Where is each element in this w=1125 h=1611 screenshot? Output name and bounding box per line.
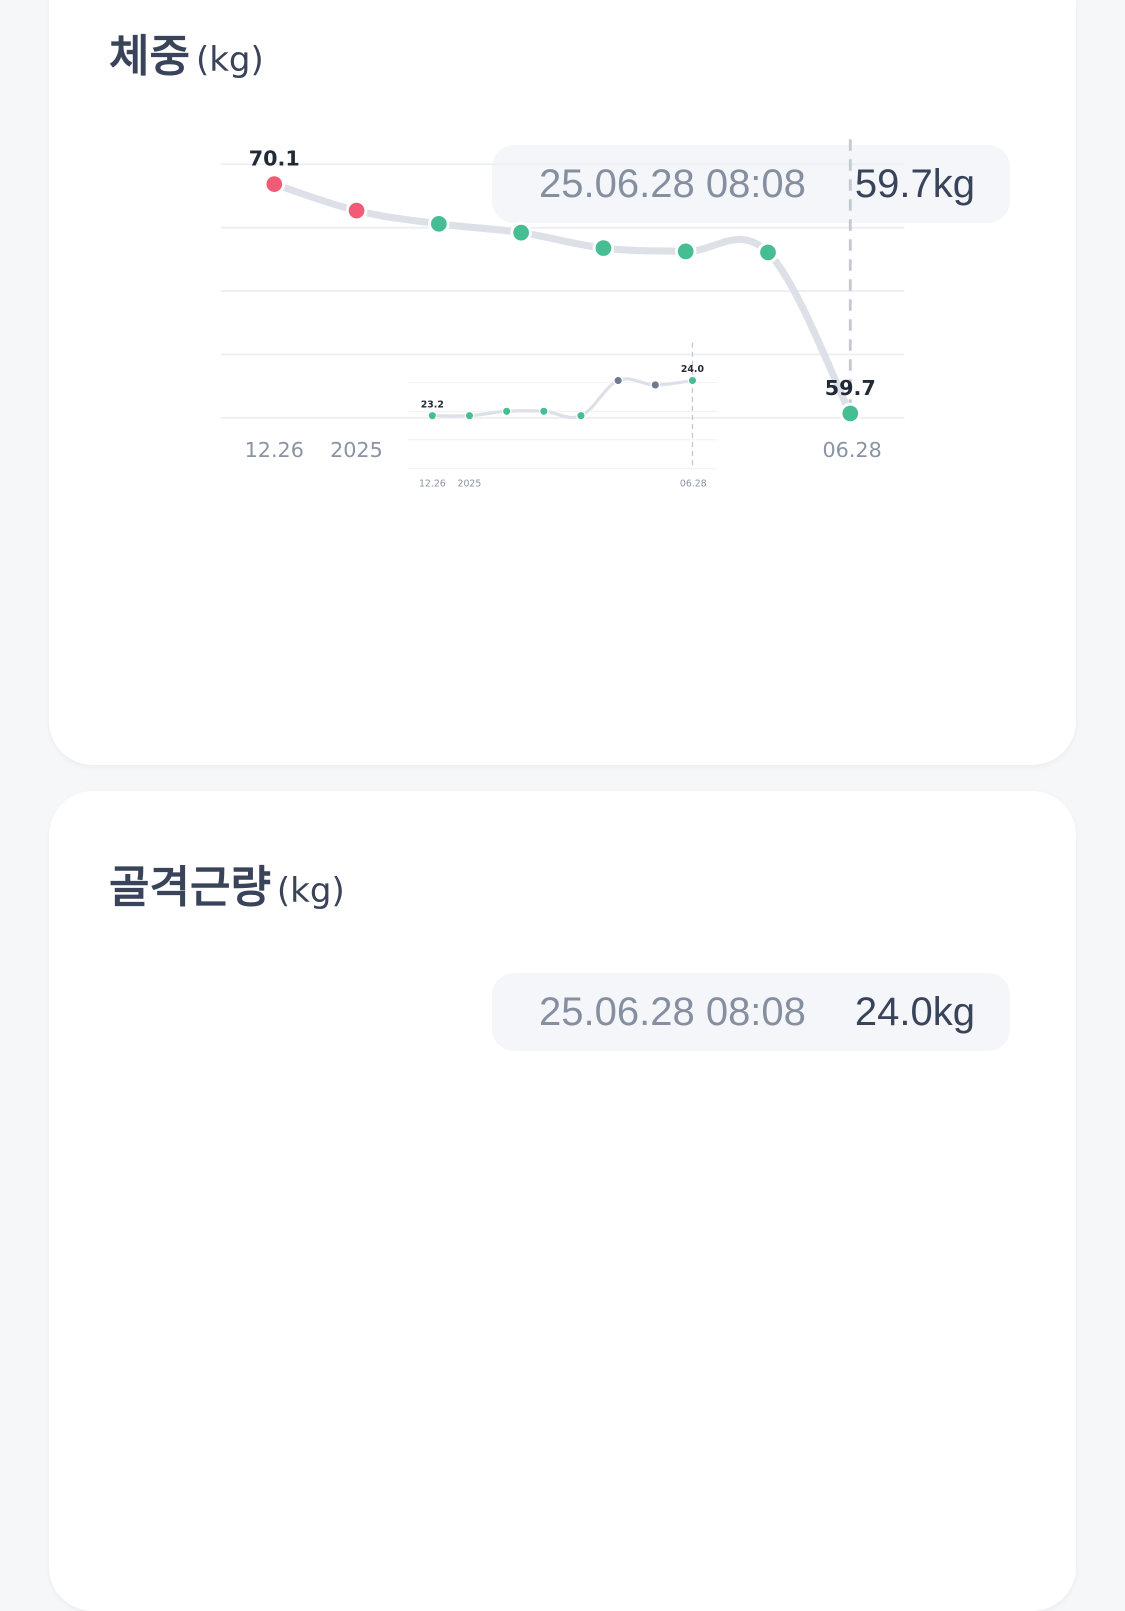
data-label: 24.0 [681,364,705,375]
x-tick-label: 06.28 [823,438,882,462]
data-point [839,402,862,425]
data-point [650,380,661,390]
data-label: 59.7 [825,376,876,400]
selected-point-tooltip: 25.06.28 08:08 59.7kg [492,145,1010,223]
chart-unit: (kg) [195,40,264,80]
card-title: 골격근량 (kg) [109,851,345,915]
data-point [576,410,586,421]
weight-card: 체중 (kg) 25.06.28 08:08 59.7kg 70.1 59.7 12.… [49,0,1076,765]
chart-title: 골격근량 [109,862,271,913]
data-point [427,410,438,421]
data-point [613,375,623,386]
skeletal-muscle-line-chart[interactable]: 23.2 24.0 12.26 2025 06.28 [0,0,1125,500]
x-tick-label: 12.26 [419,478,446,489]
weight-line-chart[interactable]: 70.1 59.7 12.26 2025 06.28 [0,0,1125,500]
data-label: 23.2 [421,399,444,410]
data-point [687,375,698,386]
data-point [510,221,532,244]
data-point [345,199,368,222]
data-point [757,241,779,264]
data-point [464,410,475,421]
tooltip-date: 25.06.28 08:08 [539,990,806,1034]
data-point [675,240,697,263]
tooltip-value: 24.0kg [854,990,975,1034]
x-tick-label: 06.28 [680,478,707,489]
x-tick-label: 2025 [458,478,482,489]
data-point [263,173,285,195]
tooltip-value: 59.7kg [854,162,975,206]
card-title: 체중 (kg) [109,20,264,84]
data-label: 70.1 [249,147,300,171]
skeletal-muscle-card: 골격근량 (kg) 25.06.28 08:08 24.0kg 23.2 24.0 1… [49,342,1076,1611]
selected-point-tooltip: 25.06.28 08:08 24.0kg [492,973,1010,1051]
chart-unit: (kg) [276,871,345,911]
data-point [428,213,450,235]
chart-title: 체중 [109,31,190,82]
data-point [538,406,549,417]
x-tick-label: 12.26 [245,438,304,462]
tooltip-date: 25.06.28 08:08 [539,162,806,206]
x-tick-label: 2025 [330,438,383,462]
data-point [501,406,512,417]
data-point [592,237,615,259]
